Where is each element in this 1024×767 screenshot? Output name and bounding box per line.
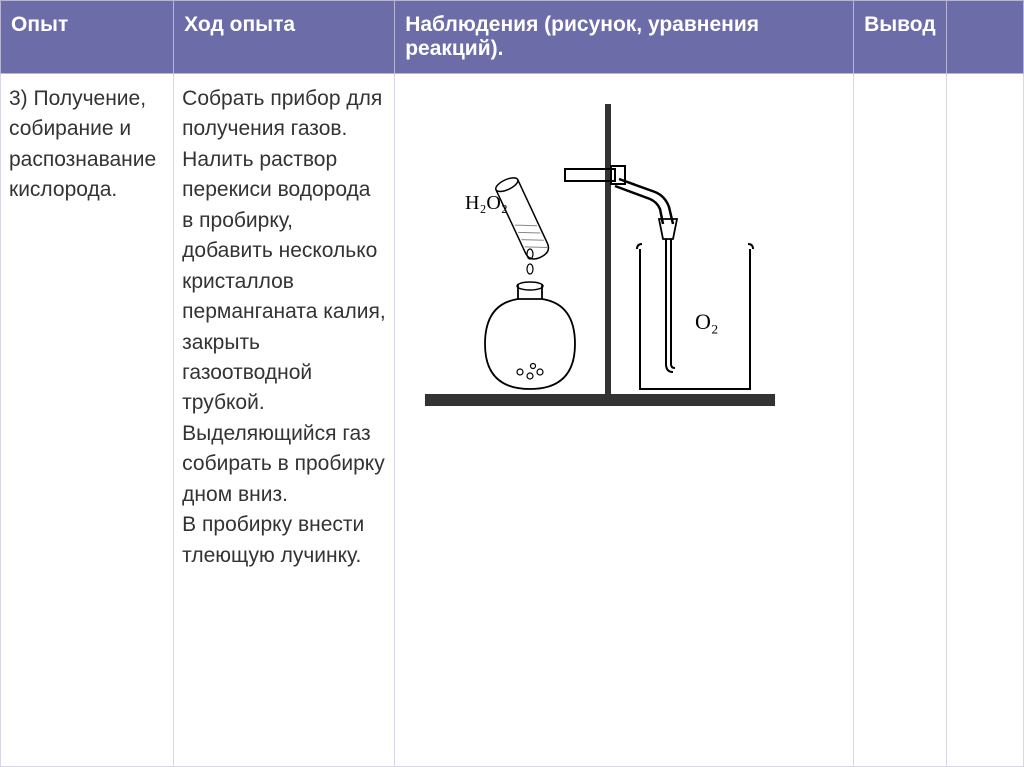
- chemistry-apparatus-svg: H₂O₂: [415, 104, 795, 424]
- cell-observations: H₂O₂: [395, 74, 854, 767]
- table-header-row: Опыт Ход опыта Наблюдения (рисунок, урав…: [1, 1, 1024, 74]
- cell-conclusion: [854, 74, 947, 767]
- test-tube-tilted: [494, 175, 552, 262]
- label-h2o2: H₂O₂: [465, 192, 508, 214]
- stand-rod: [605, 104, 611, 394]
- header-observations: Наблюдения (рисунок, уравнения реакций).: [395, 1, 854, 74]
- cell-extra: [946, 74, 1023, 767]
- experiment-table: Опыт Ход опыта Наблюдения (рисунок, урав…: [0, 0, 1024, 767]
- cell-procedure: Собрать прибор для получения газов. Нали…: [174, 74, 395, 767]
- cell-experiment: 3) Получение, собирание и распознавание …: [1, 74, 174, 767]
- header-experiment: Опыт: [1, 1, 174, 74]
- apparatus-diagram: H₂O₂: [415, 104, 795, 424]
- base-plate: [425, 394, 775, 406]
- header-extra: [946, 1, 1023, 74]
- header-conclusion: Вывод: [854, 1, 947, 74]
- header-procedure: Ход опыта: [174, 1, 395, 74]
- round-flask: [485, 282, 575, 389]
- table-row: 3) Получение, собирание и распознавание …: [1, 74, 1024, 767]
- label-o2: O₂: [695, 309, 719, 334]
- delivery-tube: [615, 179, 677, 372]
